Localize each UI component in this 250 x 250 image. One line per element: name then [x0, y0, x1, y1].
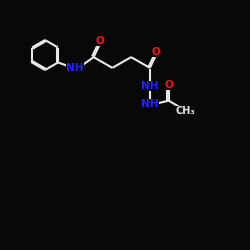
Text: O: O [165, 80, 173, 90]
Text: CH₃: CH₃ [176, 106, 196, 116]
Text: O: O [96, 36, 104, 46]
Text: NH: NH [141, 99, 158, 109]
Text: NH: NH [141, 81, 158, 91]
Text: NH: NH [66, 63, 84, 73]
Text: O: O [152, 47, 160, 57]
